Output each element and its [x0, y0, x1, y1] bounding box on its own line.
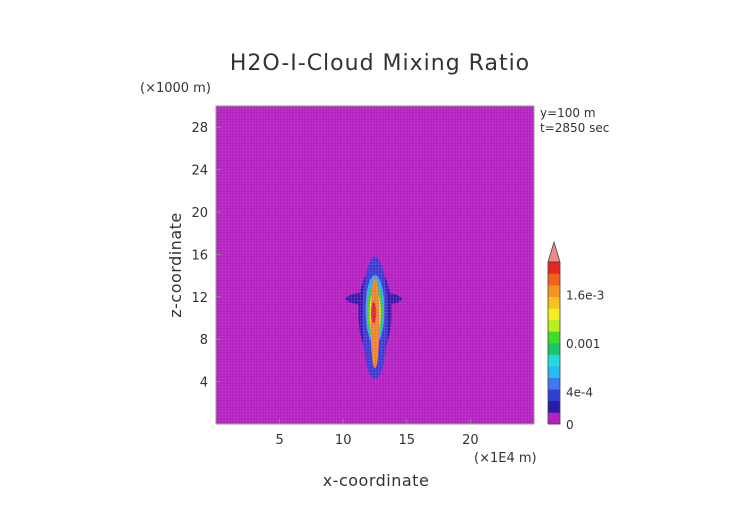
y-tick-label-4: 20 — [191, 206, 208, 221]
y-tick-label-6: 28 — [191, 121, 208, 136]
colorbar-tick-label-3: 1.6e-3 — [566, 288, 604, 302]
y-axis-label: z-coordinate — [166, 212, 185, 318]
plot-grid-overlay — [216, 106, 534, 424]
colorbar-segment-6 — [548, 343, 560, 355]
y-tick-label-1: 8 — [200, 333, 208, 348]
colorbar-frame — [547, 261, 561, 425]
x-tick-label-3: 20 — [462, 433, 479, 448]
y-tick-label-5: 24 — [191, 164, 208, 179]
colorbar-segment-3 — [548, 377, 560, 390]
x-axis-label: x-coordinate — [323, 471, 430, 490]
colorbar: 0 4e-4 0.001 1.6e-3 — [547, 240, 604, 432]
x-axis: 5 10 15 20 — [275, 419, 479, 448]
colorbar-segment-8 — [548, 319, 560, 332]
colorbar-segment-10 — [548, 296, 560, 309]
y-axis: 4 8 12 16 20 24 28 — [191, 121, 221, 391]
colorbar-segment-5 — [548, 354, 560, 367]
chart-title: H2O-I-Cloud Mixing Ratio — [230, 51, 530, 76]
annotation-y: y=100 m — [540, 106, 596, 120]
colorbar-segment-4 — [548, 366, 560, 379]
colorbar-segment-0 — [548, 412, 560, 425]
y-unit-label: (×1000 m) — [140, 81, 211, 96]
x-tick-label-1: 10 — [335, 433, 352, 448]
annotation-t: t=2850 sec — [540, 121, 609, 135]
colorbar-tick-label-0: 0 — [566, 418, 574, 432]
plot-frame — [215, 105, 535, 425]
y-tick-label-3: 16 — [191, 248, 208, 263]
colorbar-segment-9 — [548, 308, 560, 321]
y-tick-label-2: 12 — [191, 291, 208, 306]
colorbar-tick-label-2: 0.001 — [566, 337, 600, 351]
y-tick-label-0: 4 — [200, 376, 208, 391]
x-tick-label-2: 15 — [399, 433, 416, 448]
colorbar-segment-2 — [548, 389, 560, 402]
colorbar-segment-12 — [548, 273, 560, 286]
x-unit-label: (×1E4 m) — [474, 451, 537, 466]
colorbar-segment-11 — [548, 285, 560, 298]
colorbar-tick-label-1: 4e-4 — [566, 386, 593, 400]
colorbar-segment-7 — [548, 331, 560, 344]
x-tick-label-0: 5 — [275, 433, 283, 448]
colorbar-extend-arrow — [547, 240, 561, 263]
colorbar-segment-13 — [548, 262, 560, 274]
colorbar-segment-1 — [548, 400, 560, 413]
